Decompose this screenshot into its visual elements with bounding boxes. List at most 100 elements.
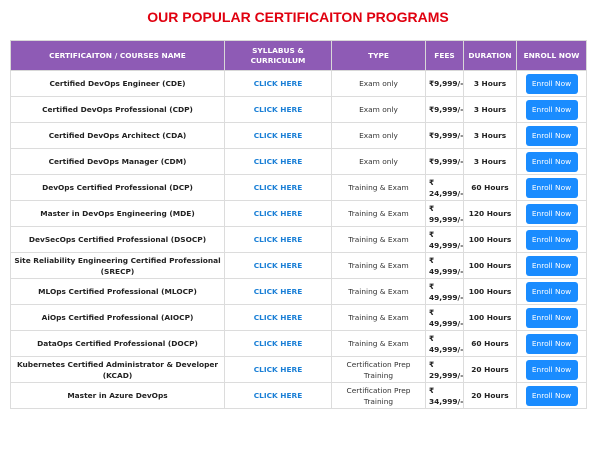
title: OUR POPULAR CERTIFICAITON PROGRAMS: [147, 9, 449, 25]
syllabus-link[interactable]: CLICK HERE: [224, 148, 332, 175]
syllabus-link[interactable]: CLICK HERE: [224, 226, 332, 253]
programs-table: CERTIFICAITON / COURSES NAME SYLLABUS & C…: [10, 40, 587, 409]
syllabus-link[interactable]: CLICK HERE: [224, 330, 332, 357]
course-duration: 60 Hours: [463, 330, 517, 357]
enroll-button[interactable]: Enroll Now: [525, 73, 578, 94]
course-fee: ₹9,999/-: [425, 122, 464, 149]
syllabus-link[interactable]: CLICK HERE: [224, 200, 332, 227]
course-fee: ₹9,999/-: [425, 148, 464, 175]
course-name: Site Reliability Engineering Certified P…: [10, 252, 225, 279]
enroll-button[interactable]: Enroll Now: [525, 177, 578, 198]
course-fee: ₹ 49,999/-: [425, 252, 464, 279]
course-type: Training & Exam: [331, 252, 426, 279]
course-row: Certified DevOps Engineer (CDE) CLICK HER…: [10, 70, 587, 97]
syllabus-link[interactable]: CLICK HERE: [224, 252, 332, 279]
syllabus-link[interactable]: CLICK HERE: [224, 96, 332, 123]
enroll-cell: Enroll Now: [516, 252, 587, 279]
syllabus-link[interactable]: CLICK HERE: [224, 174, 332, 201]
course-name: DevOps Certified Professional (DCP): [10, 174, 225, 201]
course-duration: 3 Hours: [463, 70, 517, 97]
course-fee: ₹ 49,999/-: [425, 304, 464, 331]
course-duration: 100 Hours: [463, 304, 517, 331]
course-row: DevSecOps Certified Professional (DSOCP)…: [10, 226, 587, 253]
course-row: Kubernetes Certified Administrator & Dev…: [10, 356, 587, 383]
enroll-button[interactable]: Enroll Now: [525, 125, 578, 146]
course-fee: ₹ 49,999/-: [425, 330, 464, 357]
enroll-button[interactable]: Enroll Now: [525, 307, 578, 328]
enroll-cell: Enroll Now: [516, 200, 587, 227]
course-fee: ₹ 99,999/-: [425, 200, 464, 227]
course-name: DevSecOps Certified Professional (DSOCP): [10, 226, 225, 253]
course-row: AiOps Certified Professional (AIOCP) CLIC…: [10, 304, 587, 331]
course-type: Training & Exam: [331, 226, 426, 253]
course-fee: ₹ 34,999/-: [425, 382, 464, 409]
enroll-cell: Enroll Now: [516, 148, 587, 175]
enroll-button[interactable]: Enroll Now: [525, 99, 578, 120]
course-type: Exam only: [331, 122, 426, 149]
course-duration: 20 Hours: [463, 356, 517, 383]
course-duration: 100 Hours: [463, 252, 517, 279]
course-name: MLOps Certified Professional (MLOCP): [10, 278, 225, 305]
course-duration: 3 Hours: [463, 96, 517, 123]
enroll-cell: Enroll Now: [516, 122, 587, 149]
course-name: DataOps Certified Professional (DOCP): [10, 330, 225, 357]
enroll-button[interactable]: Enroll Now: [525, 333, 578, 354]
course-duration: 3 Hours: [463, 122, 517, 149]
course-type: Exam only: [331, 96, 426, 123]
course-fee: ₹ 49,999/-: [425, 278, 464, 305]
course-name: AiOps Certified Professional (AIOCP): [10, 304, 225, 331]
enroll-button[interactable]: Enroll Now: [525, 255, 578, 276]
enroll-button[interactable]: Enroll Now: [525, 229, 578, 250]
syllabus-link[interactable]: CLICK HERE: [224, 70, 332, 97]
course-duration: 100 Hours: [463, 226, 517, 253]
course-row: Master in Azure DevOps CLICK HERE Certific…: [10, 382, 587, 409]
enroll-cell: Enroll Now: [516, 356, 587, 383]
course-duration: 120 Hours: [463, 200, 517, 227]
enroll-cell: Enroll Now: [516, 382, 587, 409]
course-row: DataOps Certified Professional (DOCP) CLI…: [10, 330, 587, 357]
course-fee: ₹ 24,999/-: [425, 174, 464, 201]
enroll-cell: Enroll Now: [516, 226, 587, 253]
course-fee: ₹9,999/-: [425, 96, 464, 123]
enroll-button[interactable]: Enroll Now: [525, 281, 578, 302]
course-type: Exam only: [331, 70, 426, 97]
enroll-cell: Enroll Now: [516, 304, 587, 331]
syllabus-link[interactable]: CLICK HERE: [224, 382, 332, 409]
course-name: Master in Azure DevOps: [10, 382, 225, 409]
syllabus-link[interactable]: CLICK HERE: [224, 122, 332, 149]
course-row: Site Reliability Engineering Certified P…: [10, 252, 587, 279]
enroll-button[interactable]: Enroll Now: [525, 151, 578, 172]
course-type: Training & Exam: [331, 200, 426, 227]
enroll-cell: Enroll Now: [516, 278, 587, 305]
column-header: SYLLABUS & CURRICULUM: [224, 40, 332, 71]
course-name: Certified DevOps Engineer (CDE): [10, 70, 225, 97]
enroll-button[interactable]: Enroll Now: [525, 203, 578, 224]
course-name: Kubernetes Certified Administrator & Dev…: [10, 356, 225, 383]
course-row: Certified DevOps Manager (CDM) CLICK HERE…: [10, 148, 587, 175]
syllabus-link[interactable]: CLICK HERE: [224, 356, 332, 383]
course-name: Certified DevOps Professional (CDP): [10, 96, 225, 123]
column-header: FEES: [425, 40, 464, 71]
enroll-button[interactable]: Enroll Now: [525, 385, 578, 406]
enroll-cell: Enroll Now: [516, 96, 587, 123]
course-row: MLOps Certified Professional (MLOCP) CLIC…: [10, 278, 587, 305]
course-type: Training & Exam: [331, 174, 426, 201]
enroll-button[interactable]: Enroll Now: [525, 359, 578, 380]
course-duration: 3 Hours: [463, 148, 517, 175]
syllabus-link[interactable]: CLICK HERE: [224, 304, 332, 331]
course-duration: 60 Hours: [463, 174, 517, 201]
course-name: Master in DevOps Engineering (MDE): [10, 200, 225, 227]
course-fee: ₹ 49,999/-: [425, 226, 464, 253]
table-body: Certified DevOps Engineer (CDE) CLICK HER…: [10, 70, 587, 409]
course-name: Certified DevOps Architect (CDA): [10, 122, 225, 149]
enroll-cell: Enroll Now: [516, 330, 587, 357]
header-row: CERTIFICAITON / COURSES NAME SYLLABUS & C…: [10, 40, 587, 71]
course-type: Exam only: [331, 148, 426, 175]
syllabus-link[interactable]: CLICK HERE: [224, 278, 332, 305]
course-name: Certified DevOps Manager (CDM): [10, 148, 225, 175]
column-header: DURATION: [463, 40, 517, 71]
course-type: Training & Exam: [331, 330, 426, 357]
column-header: TYPE: [331, 40, 426, 71]
course-fee: ₹9,999/-: [425, 70, 464, 97]
